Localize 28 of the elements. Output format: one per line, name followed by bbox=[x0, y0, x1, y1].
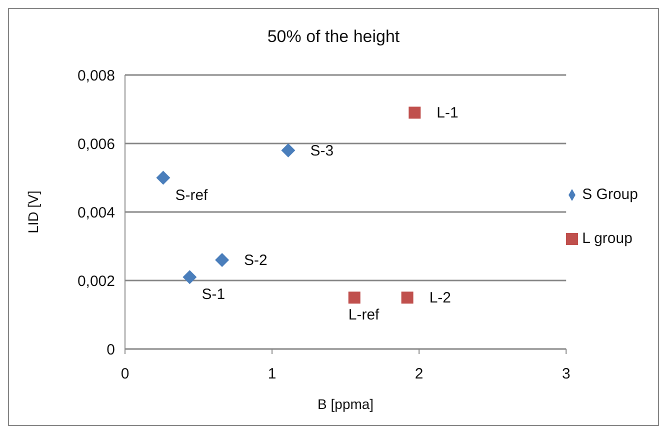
x-tick-label: 0 bbox=[120, 366, 130, 383]
y-tick-label: 0 bbox=[106, 341, 115, 358]
x-tick-label: 1 bbox=[268, 366, 276, 383]
x-tick-label: 3 bbox=[562, 366, 570, 383]
annotation: S-3 bbox=[310, 142, 334, 160]
annotation: S-ref bbox=[175, 186, 209, 204]
x-axis-title: B [ppma] bbox=[318, 396, 374, 412]
y-tick-label: 0,006 bbox=[77, 136, 115, 153]
point bbox=[156, 170, 170, 185]
legend-label: S Group bbox=[582, 186, 638, 203]
y-tick-label: 0,004 bbox=[77, 204, 115, 222]
y-tick-label: 0,008 bbox=[77, 67, 115, 84]
point bbox=[215, 252, 230, 267]
point bbox=[408, 106, 421, 119]
annotation: L-2 bbox=[429, 290, 452, 307]
annotation: L-ref bbox=[348, 306, 380, 324]
point bbox=[401, 292, 414, 304]
chart-title: 50% of the height bbox=[266, 27, 401, 47]
x-tick-label: 2 bbox=[414, 366, 424, 383]
annotation: S-1 bbox=[202, 286, 226, 304]
y-axis-title: LID [V] bbox=[24, 190, 41, 234]
point bbox=[182, 270, 197, 284]
legend-label: L group bbox=[582, 230, 632, 247]
y-tick-label: 0,002 bbox=[77, 272, 115, 290]
annotation: S-2 bbox=[244, 252, 268, 269]
point bbox=[348, 292, 360, 304]
point bbox=[281, 143, 296, 158]
annotation: L-1 bbox=[436, 104, 458, 122]
